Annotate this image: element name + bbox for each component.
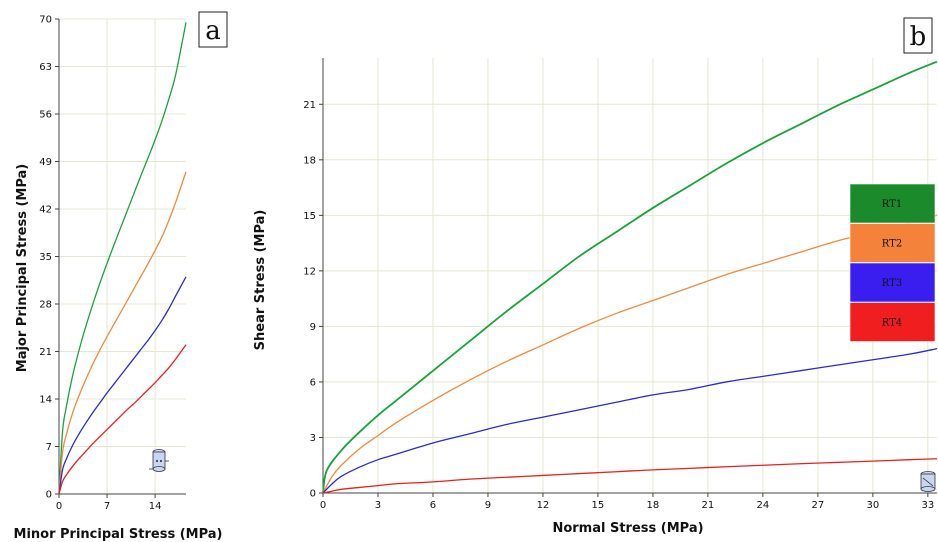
y-tick-label: 28 (39, 300, 52, 311)
panel-b-ylabel: Shear Stress (MPa) (253, 210, 268, 351)
legend-label-rt4: RT4 (882, 318, 902, 329)
y-tick-label: 15 (303, 211, 316, 222)
y-tick-label: 21 (303, 100, 316, 111)
x-tick-label: 7 (104, 501, 110, 512)
y-tick-label: 0 (310, 489, 316, 500)
y-tick-label: 3 (310, 433, 316, 444)
x-tick-label: 9 (485, 500, 491, 511)
y-tick-label: 9 (310, 322, 316, 333)
panel-a-chart: 0 7 14 0 7 14 21 28 35 42 49 56 63 70 (39, 15, 187, 512)
y-tick-label: 35 (39, 252, 52, 263)
x-tick-label: 33 (921, 500, 934, 511)
legend-swatch-rt4 (849, 302, 936, 342)
panel-b-chart: 0 3 6 9 12 15 18 21 24 27 30 33 0 3 6 9 12 15 18 21 (303, 58, 938, 511)
y-tick-label: 14 (39, 395, 52, 406)
panel-a-label: a (198, 11, 228, 48)
x-tick-label: 18 (647, 500, 660, 511)
y-tick-label: 7 (46, 442, 52, 453)
legend-label-rt1: RT1 (882, 199, 902, 210)
x-tick-label: 27 (811, 500, 824, 511)
y-tick-label: 0 (46, 490, 52, 501)
panel-b-letter: b (910, 22, 927, 52)
x-tick-label: 6 (430, 500, 436, 511)
panel-a-ylabel: Major Principal Stress (MPa) (15, 164, 30, 372)
cylinder-sample-icon (149, 449, 169, 472)
series-line-a-3 (58, 344, 187, 495)
legend-swatch-rt2 (849, 223, 936, 263)
panel-b-xlabel: Normal Stress (MPa) (552, 521, 703, 536)
series-line-a-2 (58, 276, 187, 495)
legend-label-rt3: RT3 (882, 278, 902, 289)
legend-swatch-rt1 (849, 183, 936, 224)
legend-label-rt2: RT2 (882, 239, 902, 250)
x-tick-label: 15 (592, 500, 605, 511)
x-tick-label: 3 (375, 500, 381, 511)
panel-a-xlabel: Minor Principal Stress (MPa) (14, 527, 223, 542)
x-tick-label: 14 (149, 501, 162, 512)
y-tick-label: 21 (39, 347, 52, 358)
y-tick-label: 42 (39, 205, 52, 216)
y-tick-label: 56 (39, 110, 52, 121)
y-tick-label: 63 (39, 62, 52, 73)
x-tick-label: 12 (537, 500, 550, 511)
panel-b-label: b (903, 17, 933, 54)
series-line-a-1 (58, 171, 187, 495)
x-tick-label: 0 (56, 501, 62, 512)
panel-a-letter: a (205, 16, 221, 46)
shear-sample-icon (920, 471, 936, 492)
x-tick-label: 21 (702, 500, 715, 511)
y-tick-label: 18 (303, 155, 316, 166)
series-line-a-0 (58, 22, 187, 495)
legend: RT1 RT2 RT3 RT4 (849, 183, 936, 342)
series-line-rt2 (322, 214, 938, 494)
y-tick-label: 6 (310, 377, 316, 388)
series-line-rt3 (322, 347, 938, 494)
x-tick-label: 0 (320, 500, 326, 511)
y-tick-label: 49 (39, 157, 52, 168)
series-line-rt4 (322, 458, 938, 494)
legend-swatch-rt3 (849, 262, 936, 303)
x-tick-label: 24 (757, 500, 770, 511)
y-tick-label: 12 (303, 266, 316, 277)
x-tick-label: 30 (866, 500, 879, 511)
series-line-rt1 (322, 60, 938, 494)
y-tick-label: 70 (39, 15, 52, 26)
